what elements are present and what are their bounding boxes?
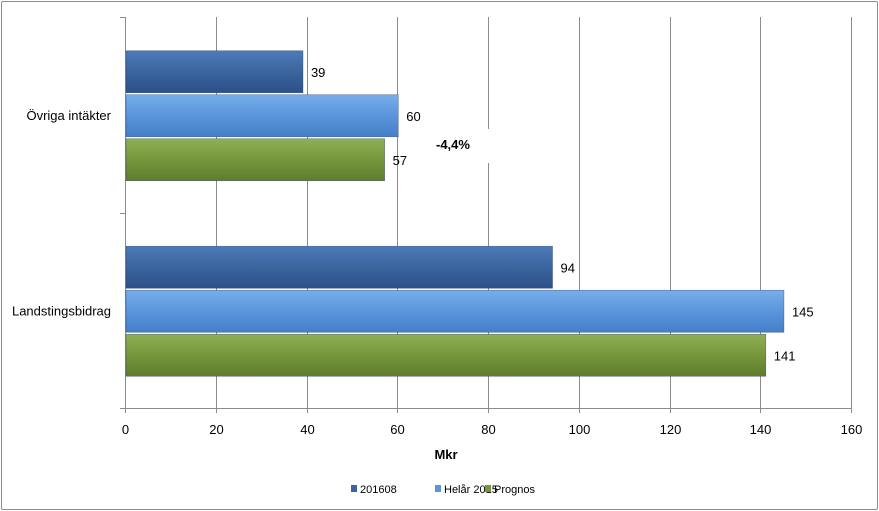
data-label: 60	[406, 109, 420, 124]
x-axis-title: Mkr	[434, 447, 457, 462]
data-label: 141	[774, 348, 796, 363]
bar	[125, 245, 553, 289]
x-tick-label: 100	[569, 422, 591, 437]
x-tick-label: 80	[481, 422, 495, 437]
category-label: Övriga intäkter	[26, 108, 111, 123]
bar	[125, 289, 785, 333]
legend-label: Helår 2015	[444, 484, 498, 496]
legend-swatch	[351, 485, 357, 492]
bar	[125, 138, 385, 182]
legend-label: 201608	[360, 484, 397, 496]
x-tick-label: 120	[660, 422, 682, 437]
data-label: 57	[393, 153, 407, 168]
data-label: 94	[561, 260, 575, 275]
legend-swatch	[435, 485, 441, 492]
data-label: 145	[792, 304, 814, 319]
data-label: 39	[311, 65, 325, 80]
legend-label: Prognos	[494, 484, 535, 496]
legend-swatch	[485, 485, 491, 492]
bar	[125, 50, 304, 94]
x-tick-label: 40	[300, 422, 314, 437]
annotation-box	[420, 129, 490, 163]
x-tick-label: 160	[841, 422, 863, 437]
x-tick-label: 20	[209, 422, 223, 437]
category-label: Landstingsbidrag	[12, 303, 111, 318]
x-tick-label: 60	[390, 422, 404, 437]
annotation-text: -4,4%	[436, 137, 470, 152]
bar	[125, 333, 767, 377]
x-tick-label: 140	[750, 422, 772, 437]
bar	[125, 94, 399, 138]
x-tick-label: 0	[122, 422, 129, 437]
